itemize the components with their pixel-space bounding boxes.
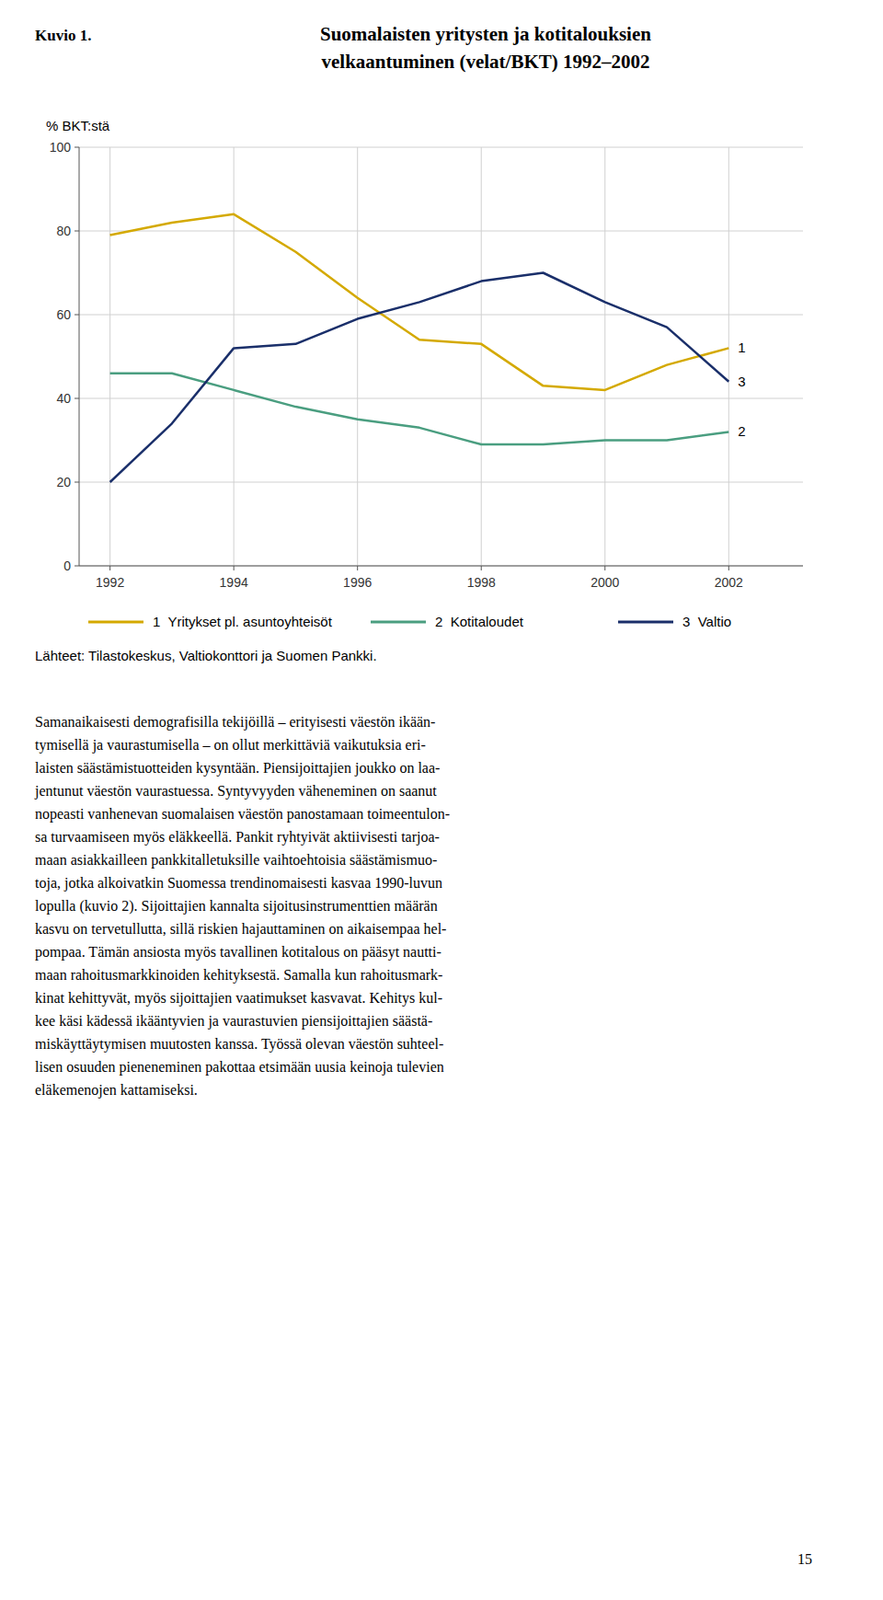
y-tick-label: 100 bbox=[49, 139, 72, 155]
body-line: nopeasti vanhenevan suomalaisen väestön … bbox=[34, 805, 450, 823]
legend-swatch bbox=[618, 620, 674, 624]
y-tick bbox=[74, 147, 80, 149]
y-grid-line bbox=[79, 314, 803, 316]
y-grid-line bbox=[79, 481, 803, 483]
series-end-label: 1 bbox=[737, 339, 746, 356]
x-tick-label: 1998 bbox=[467, 574, 496, 590]
body-line: pompaa. Tämän ansiosta myös tavallinen k… bbox=[34, 943, 442, 961]
legend-label: 3 Valtio bbox=[682, 613, 732, 630]
title-line: Suomalaisten yritysten ja kotitalouksien bbox=[320, 22, 652, 46]
body-text: Samanaikaisesti demografisilla tekijöill… bbox=[34, 713, 450, 1099]
legend-label: 1 Yritykset pl. asuntoyhteisöt bbox=[152, 613, 333, 630]
figure-label: Kuvio 1. bbox=[34, 26, 92, 45]
y-tick-label: 40 bbox=[56, 390, 71, 406]
y-tick bbox=[74, 398, 80, 400]
y-axis-line bbox=[79, 147, 81, 566]
y-grid-line bbox=[79, 398, 803, 400]
series-line bbox=[110, 273, 730, 483]
x-grid-line bbox=[356, 147, 358, 566]
y-grid-line bbox=[79, 147, 803, 149]
y-tick-label: 80 bbox=[56, 223, 71, 239]
y-tick bbox=[74, 314, 80, 316]
y-tick bbox=[74, 481, 80, 483]
body-line: laisten säästämistuotteiden kysyntään. P… bbox=[34, 759, 440, 777]
body-line: tymisellä ja vaurastumisella – on ollut … bbox=[34, 736, 426, 754]
body-line: kinat kehittyvät, myös sijoittajien vaat… bbox=[34, 989, 443, 1007]
x-tick bbox=[728, 565, 730, 571]
x-tick-label: 1996 bbox=[343, 574, 372, 590]
title: Suomalaisten yritysten ja kotitalouksien… bbox=[320, 22, 652, 73]
body-line: eläkemenojen kattamiseksi. bbox=[34, 1081, 198, 1099]
grid bbox=[79, 147, 803, 566]
end-labels: 1 2 3 bbox=[737, 339, 746, 439]
series-lines bbox=[110, 214, 730, 482]
body-line: sa turvaamiseen myös eläkkeellä. Pankit … bbox=[34, 828, 440, 846]
y-tick bbox=[74, 565, 80, 567]
x-grid-line bbox=[233, 147, 235, 566]
body-line: maan rahoitusmarkkinoiden kehityksestä. … bbox=[34, 966, 443, 984]
source: Lähteet: Tilastokeskus, Valtiokonttori j… bbox=[34, 647, 378, 664]
x-grid-line bbox=[728, 147, 730, 566]
body-line: kee käsi kädessä ikääntyvien ja vaurastu… bbox=[34, 1012, 433, 1030]
y-tick-label: 20 bbox=[56, 474, 71, 490]
x-grid-line bbox=[109, 147, 111, 566]
background bbox=[0, 0, 883, 1600]
title-line: velkaantuminen (velat/BKT) 1992–2002 bbox=[321, 50, 650, 73]
x-axis-line bbox=[79, 565, 803, 567]
x-tick bbox=[604, 565, 606, 571]
x-tick bbox=[109, 565, 111, 571]
x-tick bbox=[356, 565, 358, 571]
x-tick-label: 1992 bbox=[95, 574, 125, 590]
legend-label: 2 Kotitaloudet bbox=[435, 613, 525, 630]
axes: 0 20 40 60 80 100 1992 1994 1996 1998 2000 2002 bbox=[49, 139, 803, 590]
x-tick bbox=[481, 565, 482, 571]
y-tick bbox=[74, 230, 80, 232]
y-grid-line bbox=[79, 230, 803, 232]
body-line: lisen osuuden pieneneminen pakottaa etsi… bbox=[34, 1058, 445, 1076]
body-line: jentunut väestön vaurastuessa. Syntyvyyd… bbox=[34, 782, 437, 800]
body-line: lopulla (kuvio 2). Sijoittajien kannalta… bbox=[34, 897, 438, 915]
x-grid-line bbox=[481, 147, 482, 566]
legend: 1 Yritykset pl. asuntoyhteisöt 2 Kotitalo… bbox=[88, 613, 732, 630]
page-number: 15 bbox=[797, 1550, 813, 1567]
legend-swatch bbox=[370, 620, 426, 624]
body-line: maan asiakkailleen pankkitalletuksille v… bbox=[34, 851, 437, 869]
body-line: Samanaikaisesti demografisilla tekijöill… bbox=[34, 713, 436, 731]
x-grid-line bbox=[604, 147, 606, 566]
x-tick-label: 2002 bbox=[714, 574, 744, 590]
body-line: toja, jotka alkoivatkin Suomessa trendin… bbox=[34, 874, 443, 892]
body-line: miskäyttäytymisen muutosten kanssa. Työs… bbox=[34, 1035, 444, 1053]
page: Kuvio 1. Suomalaisten yritysten ja kotita… bbox=[0, 0, 883, 1600]
x-tick-label: 2000 bbox=[590, 574, 620, 590]
body-line: kasvu on tervetullutta, sillä riskien ha… bbox=[34, 920, 447, 938]
y-tick-label: 0 bbox=[63, 558, 71, 574]
legend-swatch bbox=[88, 620, 144, 624]
y-tick-label: 60 bbox=[56, 307, 71, 322]
x-tick bbox=[233, 565, 235, 571]
y-axis-label: % BKT:stä bbox=[45, 117, 111, 134]
series-end-label: 3 bbox=[737, 373, 746, 390]
series-line bbox=[110, 373, 730, 445]
x-tick-label: 1994 bbox=[219, 574, 249, 590]
series-end-label: 2 bbox=[737, 423, 746, 439]
y-grid-line bbox=[79, 565, 803, 567]
